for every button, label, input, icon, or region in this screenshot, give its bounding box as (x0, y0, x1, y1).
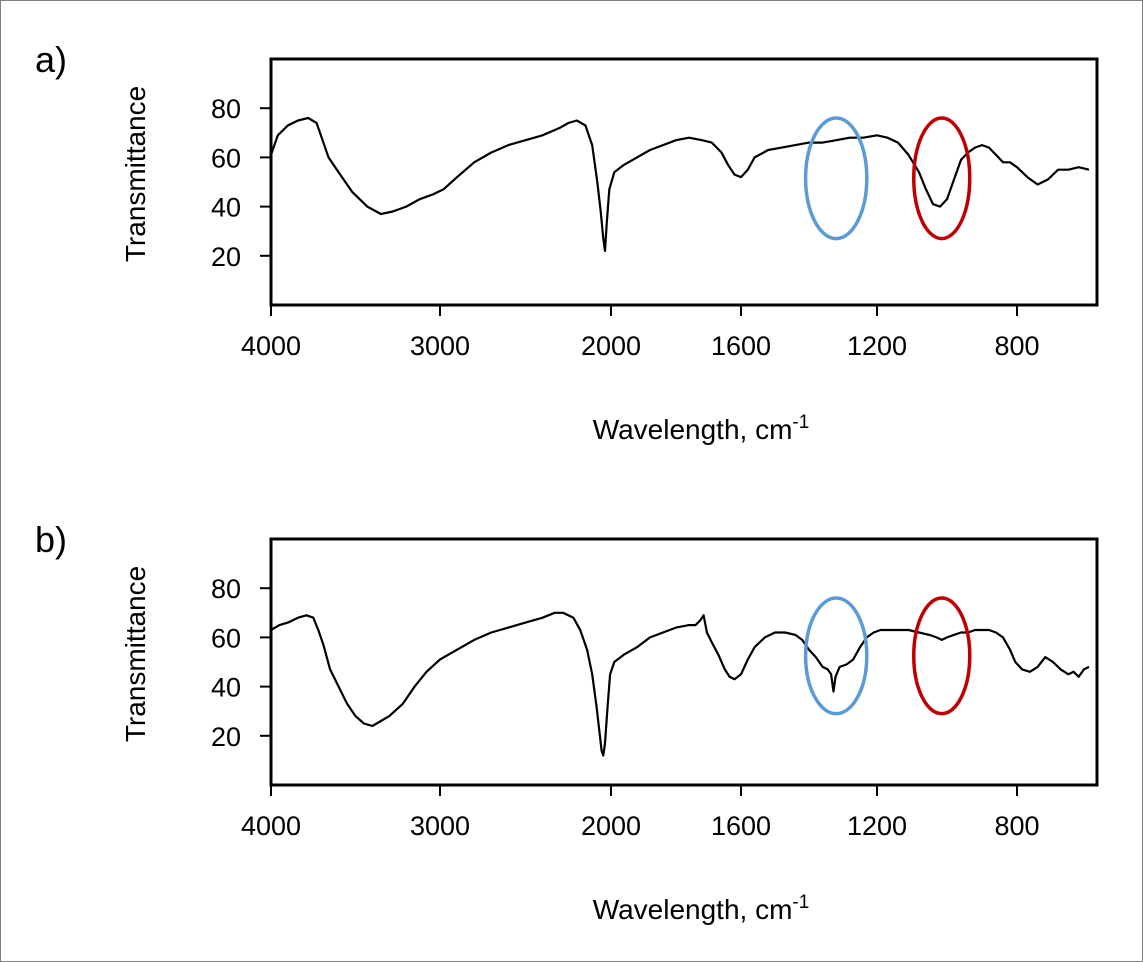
x-axis-title: Wavelength, cm-1 (593, 412, 810, 445)
x-tick-label: 3000 (410, 811, 470, 841)
y-tick-label: 20 (211, 242, 241, 272)
x-tick-label: 2000 (581, 811, 641, 841)
panel-a: a) 4000 3000 2000 1600 1200 800 20 40 60 80 Transm… (1, 1, 1142, 461)
plot-frame (269, 57, 1099, 307)
highlight-ellipse (912, 596, 972, 716)
y-axis-title: Transmittance (120, 86, 151, 262)
y-tick-label: 40 (211, 193, 241, 223)
x-tick-label: 800 (994, 331, 1039, 361)
x-tick-label: 1200 (847, 331, 907, 361)
ir-spectrum-chart-b: 4000 3000 2000 1600 1200 800 20 40 60 80 Transmitt… (120, 537, 1099, 925)
y-tick-label: 40 (211, 673, 241, 703)
x-tick-label: 4000 (241, 331, 301, 361)
panel-label: b) (35, 519, 68, 560)
spectrum-line (270, 611, 1090, 757)
highlight-ellipse (803, 116, 869, 241)
ir-spectrum-chart-a: 4000 3000 2000 1600 1200 800 20 40 60 80 Transmitt… (120, 57, 1099, 445)
x-tick-label: 1600 (711, 811, 771, 841)
x-axis-title: Wavelength, cm-1 (593, 892, 810, 925)
highlight-ellipse (803, 596, 869, 716)
spectrum-line (269, 116, 1090, 252)
highlight-ellipse (912, 116, 972, 241)
y-tick-label: 80 (211, 574, 241, 604)
y-axis-title: Transmittance (120, 566, 151, 742)
x-tick-label: 3000 (410, 331, 470, 361)
y-tick-label: 80 (211, 94, 241, 124)
y-tick-label: 60 (211, 143, 241, 173)
x-tick-label: 1200 (847, 811, 907, 841)
panel-b: b) 4000 3000 2000 1600 1200 800 20 40 60 80 Transm… (1, 481, 1142, 941)
x-tick-label: 2000 (581, 331, 641, 361)
x-tick-label: 1600 (711, 331, 771, 361)
y-tick-label: 20 (211, 722, 241, 752)
y-tick-label: 60 (211, 623, 241, 653)
panel-label: a) (35, 39, 68, 80)
x-tick-label: 800 (994, 811, 1039, 841)
x-tick-label: 4000 (241, 811, 301, 841)
plot-frame (269, 537, 1099, 787)
